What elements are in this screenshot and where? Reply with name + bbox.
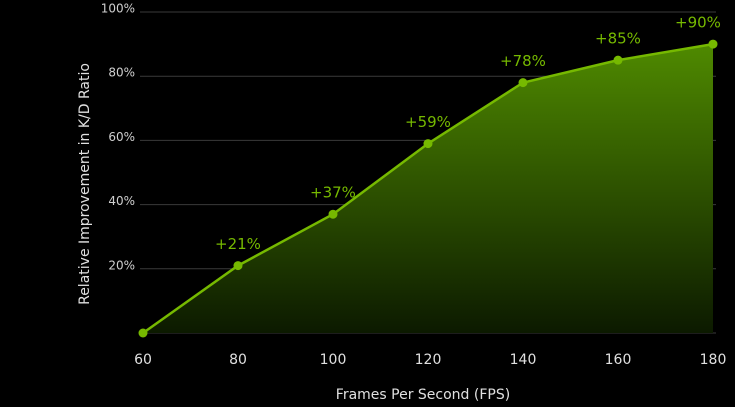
y-tick-label: 60% [108, 130, 135, 144]
x-tick-label: 180 [700, 352, 727, 368]
x-tick-label: 80 [229, 352, 247, 368]
value-label: +37% [310, 184, 356, 202]
y-tick-label: 80% [108, 66, 135, 80]
plot-area: +21% +37% +59% +78% +85% +90% [138, 14, 721, 338]
value-label: +59% [405, 113, 451, 131]
y-tick-label: 100% [101, 2, 135, 16]
data-point [233, 261, 243, 271]
value-label: +85% [595, 30, 641, 48]
x-tick-label: 160 [605, 352, 632, 368]
x-axis-title: Frames Per Second (FPS) [336, 387, 510, 403]
area [143, 44, 713, 333]
data-point [138, 328, 148, 338]
data-point [708, 39, 718, 49]
x-tick-label: 100 [320, 352, 347, 368]
value-label: +21% [215, 235, 261, 253]
data-point [518, 78, 528, 88]
x-tick-label: 120 [415, 352, 442, 368]
y-tick-label: 20% [108, 258, 135, 272]
y-tick-label: 40% [108, 194, 135, 208]
y-axis-title: Relative Improvement in K/D Ratio [77, 63, 93, 305]
value-label: +90% [675, 14, 721, 32]
x-tick-label: 60 [134, 352, 152, 368]
x-tick-label: 140 [510, 352, 537, 368]
value-label: +78% [500, 52, 546, 70]
data-point [328, 209, 338, 219]
data-point [423, 139, 433, 149]
data-point [613, 55, 623, 65]
